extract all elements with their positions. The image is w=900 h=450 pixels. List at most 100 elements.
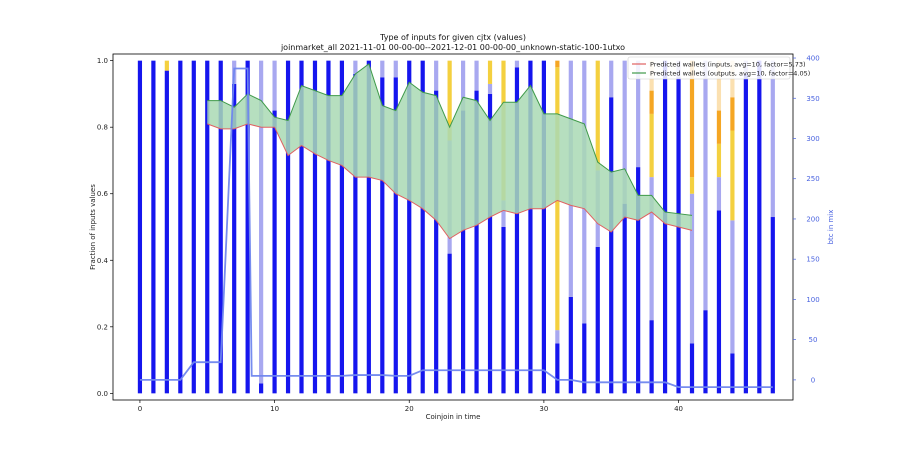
y-tick-label-0.6: 0.6 xyxy=(97,190,109,198)
x-axis-label: Coinjoin in time xyxy=(426,413,481,421)
y-tick-label-0: 0.0 xyxy=(97,390,108,398)
y2-tick-label-300: 300 xyxy=(806,135,819,143)
chart-subtitle: joinmarket_all 2021-11-01 00-00-00--2021… xyxy=(280,43,625,52)
bar-8-fresh xyxy=(245,60,250,394)
bar-30-fresh xyxy=(541,60,546,394)
x-tick-label-0: 0 xyxy=(138,405,142,413)
y2-tick-label-200: 200 xyxy=(806,215,819,223)
series-line-inputs xyxy=(207,123,693,240)
y2-tick-label-250: 250 xyxy=(806,175,819,183)
y2-tick-label-50: 50 xyxy=(809,336,818,344)
series-line-outputs xyxy=(207,63,693,216)
bar-38-gold xyxy=(649,113,654,178)
bar-4-fresh xyxy=(191,60,196,394)
bar-24-fresh xyxy=(461,110,466,394)
x-tick-label-10: 10 xyxy=(270,405,279,413)
bar-0-fresh xyxy=(137,60,143,394)
bars-layer xyxy=(137,60,775,394)
bar-38-fresh xyxy=(649,320,654,394)
x-tick-label-30: 30 xyxy=(539,405,548,413)
bar-39-fresh xyxy=(662,60,668,394)
bar-28-remixed xyxy=(514,60,520,68)
x-tick-label-20: 20 xyxy=(405,405,414,413)
bar-43-gold xyxy=(716,143,722,178)
bar-43-orange xyxy=(716,110,722,144)
bar-43-fresh xyxy=(716,210,722,394)
x-axis-ticks: 0 10 20 30 40 xyxy=(138,400,683,413)
y2-tick-label-350: 350 xyxy=(806,95,819,103)
y2-axis-label: btc in mix xyxy=(827,210,835,245)
legend-entry-outputs: Predicted wallets (outputs, avg=10, fact… xyxy=(650,69,810,77)
y-tick-label-0.2: 0.2 xyxy=(97,323,108,331)
bar-44-fresh xyxy=(730,353,735,394)
bar-2-gold xyxy=(164,60,169,71)
bar-32-fresh xyxy=(568,296,573,394)
legend-box xyxy=(627,56,791,80)
bar-42-fresh xyxy=(703,310,708,394)
bar-17-fresh xyxy=(366,60,371,394)
bar-38-remixed xyxy=(649,177,654,321)
bar-36-fresh xyxy=(622,203,627,394)
bar-11-fresh xyxy=(285,60,291,394)
bar-34-fresh xyxy=(595,246,600,394)
bar-40-fresh xyxy=(676,77,681,394)
bar-23-fresh xyxy=(447,253,452,394)
bar-31-remixed xyxy=(555,330,560,344)
bar-22-remixed xyxy=(434,60,439,91)
bar-16-remixed xyxy=(353,60,358,74)
bar-35-remixed xyxy=(609,60,614,98)
chart-title: Type of inputs for given cjtx (values) xyxy=(379,33,526,42)
bar-47-remixed xyxy=(770,60,775,218)
bar-19-remixed xyxy=(393,60,398,78)
y-tick-label-0.8: 0.8 xyxy=(97,124,108,132)
y2-tick-label-400: 400 xyxy=(806,55,819,63)
bar-16-fresh xyxy=(353,73,358,394)
bar-44-orange xyxy=(730,97,735,131)
bar-26-gold xyxy=(487,60,493,84)
bar-22-fresh xyxy=(434,90,439,394)
y-tick-label-1: 1.0 xyxy=(97,57,108,65)
bar-12-fresh xyxy=(299,60,304,394)
bar-26-fresh xyxy=(487,93,493,394)
x-tick-label-40: 40 xyxy=(674,405,683,413)
lines-layer xyxy=(139,63,773,389)
bar-3-fresh xyxy=(178,60,183,394)
bar-9-fresh xyxy=(259,383,264,394)
y2-tick-label-0: 0 xyxy=(811,376,815,384)
bar-41-remixed xyxy=(689,193,695,344)
y2-tick-label-150: 150 xyxy=(806,256,819,264)
bar-33-fresh xyxy=(582,323,587,394)
bar-20-fresh xyxy=(407,60,412,394)
bar-36-remixed xyxy=(622,60,627,204)
bar-31-orange xyxy=(555,60,560,68)
bar-15-fresh xyxy=(339,60,345,394)
bar-47-fresh xyxy=(770,217,775,394)
y2-axis-ticks: 0 50 100 150 200 250 300 350 400 xyxy=(793,55,820,384)
series-line-btc-in-mix xyxy=(139,67,773,389)
bar-35-fresh xyxy=(609,97,614,394)
legend-entry-inputs: Predicted wallets (inputs, avg=10, facto… xyxy=(650,60,806,68)
bar-10-fresh xyxy=(272,110,277,394)
y-tick-label-0.4: 0.4 xyxy=(97,257,109,265)
bar-2-fresh xyxy=(164,70,169,394)
bar-29-fresh xyxy=(528,60,533,394)
bar-41-fresh xyxy=(689,343,695,394)
bar-46-fresh xyxy=(757,60,762,394)
bar-14-fresh xyxy=(326,60,331,394)
y-axis-ticks: 0.0 0.2 0.4 0.6 0.8 1.0 xyxy=(97,57,113,398)
bar-28-fresh xyxy=(514,67,520,394)
bar-13-fresh xyxy=(312,60,318,394)
bar-25-remixed xyxy=(474,60,479,91)
bar-43-remixed xyxy=(716,177,722,211)
bar-18-fresh xyxy=(380,77,385,394)
bar-7-fresh xyxy=(232,83,237,394)
bar-1-fresh xyxy=(151,60,156,394)
y2-tick-label-100: 100 xyxy=(806,296,819,304)
bar-31-fresh xyxy=(555,343,560,394)
bar-21-fresh xyxy=(420,60,425,394)
y-axis-label: Fraction of inputs values xyxy=(89,184,97,270)
bar-9-remixed xyxy=(259,60,264,384)
bar-5-fresh xyxy=(205,60,210,394)
